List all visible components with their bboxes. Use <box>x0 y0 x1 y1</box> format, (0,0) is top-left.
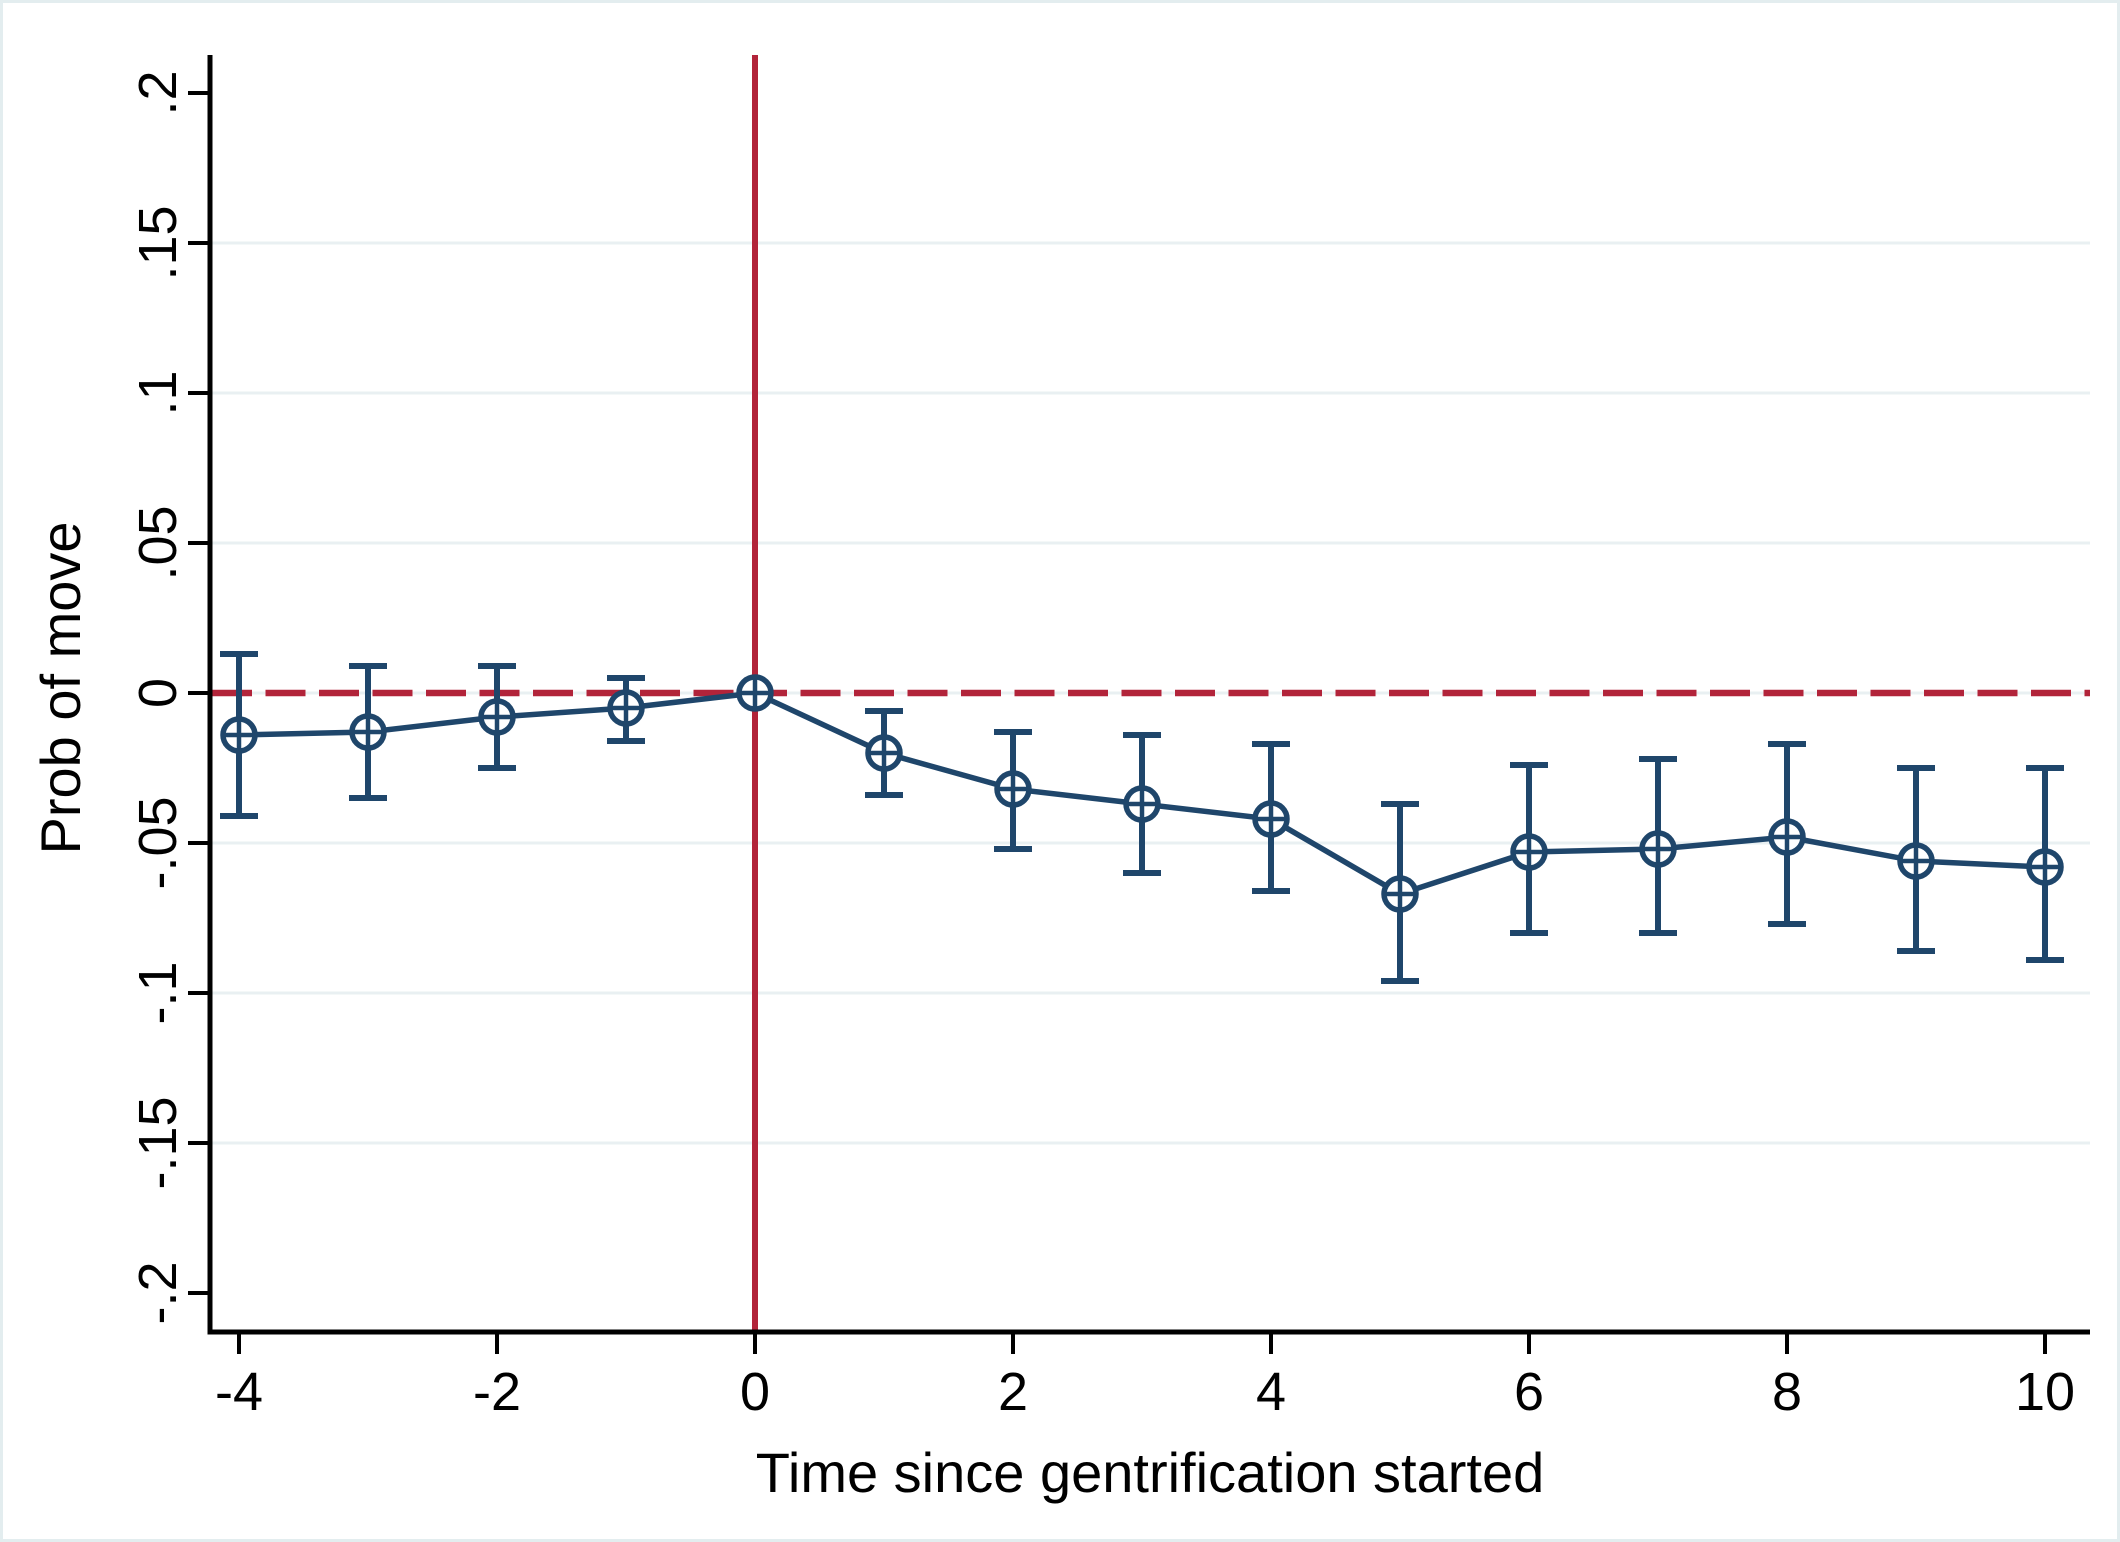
x-tick-label: 0 <box>740 1362 770 1422</box>
y-tick-label: 0 <box>128 678 188 708</box>
x-tick-label: 2 <box>998 1362 1028 1422</box>
data-point-marker <box>736 674 774 712</box>
data-point-marker <box>1252 800 1290 838</box>
data-point-marker <box>2026 848 2064 886</box>
data-point-marker <box>478 698 516 736</box>
data-point-marker <box>607 689 645 727</box>
x-tick-label: 10 <box>2015 1362 2075 1422</box>
y-tick-label: -.1 <box>128 961 188 1024</box>
data-point-marker <box>349 713 387 751</box>
data-point-marker <box>220 716 258 754</box>
data-point-marker <box>1123 785 1161 823</box>
y-tick-label: -.05 <box>128 796 188 889</box>
data-point-marker <box>1381 875 1419 913</box>
x-tick-label: 8 <box>1772 1362 1802 1422</box>
data-point-marker <box>1768 818 1806 856</box>
x-tick-label: 4 <box>1256 1362 1286 1422</box>
y-axis-title: Prob of move <box>29 521 92 854</box>
y-tick-label: .15 <box>128 205 188 280</box>
data-point-marker <box>994 770 1032 808</box>
data-point-marker <box>1639 830 1677 868</box>
markers-layer <box>220 674 2064 913</box>
x-tick-label: -2 <box>473 1362 521 1422</box>
tick-labels-layer: .2 .15 .1 .05 0 -.05 -.1 -.15 -.2 -4 -2 0 2 4 6 8 10 <box>128 70 2075 1422</box>
x-tick-label: 6 <box>1514 1362 1544 1422</box>
gridlines-layer <box>212 241 2090 1145</box>
data-point-marker <box>1510 833 1548 871</box>
y-tick-label: .2 <box>128 70 188 115</box>
data-point-marker <box>1897 842 1935 880</box>
y-tick-label: -.2 <box>128 1261 188 1324</box>
y-tick-label: .1 <box>128 370 188 415</box>
data-point-marker <box>865 734 903 772</box>
axes-layer <box>188 55 2090 1354</box>
x-tick-label: -4 <box>215 1362 263 1422</box>
y-tick-label: .05 <box>128 505 188 580</box>
x-axis-title: Time since gentrification started <box>756 1441 1544 1504</box>
y-tick-label: -.15 <box>128 1096 188 1189</box>
